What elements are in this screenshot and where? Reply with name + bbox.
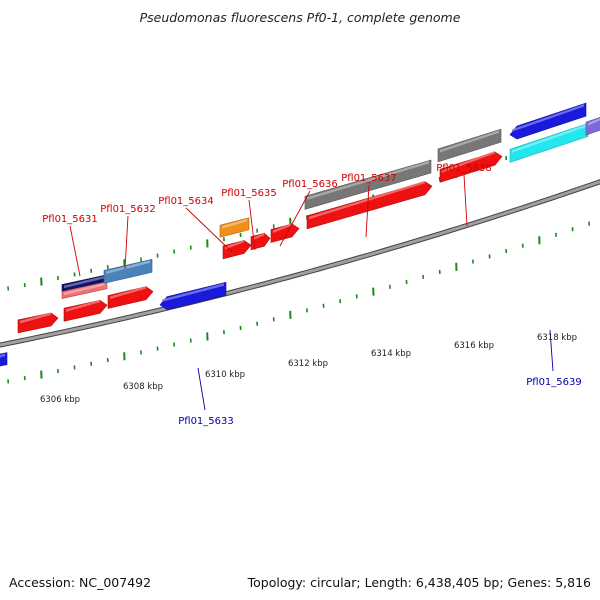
- feature-highlight: [512, 104, 584, 132]
- forward-gene-leader: [279, 190, 311, 247]
- forward-gene-label: Pfl01_5635: [221, 188, 277, 199]
- forward-gene-label: Pfl01_5631: [42, 214, 98, 225]
- feature-highlight: [225, 239, 244, 250]
- genome-backbone: [0, 179, 600, 348]
- feature-highlight: [309, 180, 425, 220]
- outer-tick-ring: [7, 128, 591, 291]
- forward-gene-leader: [365, 184, 370, 238]
- feature-body: [304, 159, 432, 210]
- feature-highlight: [588, 117, 600, 126]
- feature-forward-gene: [107, 286, 154, 309]
- feature-feature-cyan: [509, 122, 589, 163]
- feature-highlight: [253, 232, 265, 241]
- forward-gene-label: Pfl01_5634: [158, 196, 214, 207]
- feature-reverse-gene: [509, 102, 587, 140]
- feature-forward-gene: [270, 223, 300, 243]
- backbone-line: [0, 180, 600, 347]
- inner-tick-ring: [7, 221, 591, 384]
- feature-forward-gene: [250, 232, 271, 251]
- ruler-label: 6308 kbp: [123, 382, 163, 392]
- feature-highlight: [440, 130, 499, 153]
- feature-highlight: [442, 150, 495, 173]
- forward-gene-leader: [69, 225, 81, 277]
- feature-highlight: [64, 275, 105, 289]
- forward-gene-label: Pfl01_5636: [282, 179, 338, 190]
- ruler-label: 6316 kbp: [454, 341, 494, 351]
- feature-feature-gray: [437, 128, 502, 163]
- feature-feature-gray: [304, 159, 432, 210]
- feature-feature-lavender: [585, 116, 600, 136]
- ruler-labels: 6306 kbp 6308 kbp 6310 kbp 6312 kbp 6314 kbp…: [40, 333, 577, 405]
- feature-forward-gene: [17, 312, 59, 334]
- forward-gene-leader: [463, 174, 468, 227]
- feature-highlight: [20, 312, 51, 324]
- feature-forward-gene: [222, 239, 252, 260]
- feature-forward-gene: [306, 180, 433, 230]
- reverse-gene-leader: [197, 367, 206, 411]
- feature-highlight: [273, 223, 292, 233]
- feature-body: [437, 128, 502, 163]
- feature-feature-orange: [219, 217, 250, 238]
- feature-body: [509, 122, 589, 163]
- forward-gene-leader: [124, 215, 129, 270]
- feature-highlight: [110, 286, 146, 299]
- accession-text: Accession: NC_007492: [9, 575, 152, 590]
- map-title: Pseudomonas fluorescens Pf0-1, complete …: [139, 10, 461, 25]
- forward-gene-label: Pfl01_5637: [341, 173, 397, 184]
- genome-summary-text: Topology: circular; Length: 6,438,405 bp…: [247, 575, 591, 590]
- label-leader-lines: [69, 174, 554, 411]
- feature-highlight: [307, 161, 429, 200]
- reverse-gene-leader: [549, 329, 554, 372]
- feature-track: [0, 102, 600, 367]
- ruler-label: 6318 kbp: [537, 333, 577, 343]
- ruler-label: 6306 kbp: [40, 395, 80, 405]
- forward-gene-leader: [185, 207, 233, 253]
- feature-body: [63, 299, 108, 322]
- feature-highlight: [222, 218, 247, 229]
- feature-highlight: [64, 282, 105, 296]
- forward-gene-label: Pfl01_5638: [436, 163, 492, 174]
- feature-highlight: [0, 353, 5, 358]
- ruler-label: 6312 kbp: [288, 359, 328, 369]
- feature-body: [17, 312, 59, 334]
- feature-highlight: [66, 299, 100, 312]
- feature-highlight: [512, 124, 586, 153]
- feature-highlight: [162, 283, 224, 302]
- ruler-label: 6314 kbp: [371, 349, 411, 359]
- feature-reverse-gene: [0, 352, 8, 367]
- backbone-shadow: [0, 179, 600, 348]
- feature-highlight: [106, 260, 150, 274]
- feature-forward-gene: [439, 150, 503, 183]
- forward-gene-leader: [248, 199, 256, 251]
- feature-feature-steelblue: [103, 258, 153, 284]
- forward-gene-label: Pfl01_5632: [100, 204, 156, 215]
- ruler-label: 6310 kbp: [205, 370, 245, 380]
- feature-forward-gene: [63, 299, 108, 322]
- feature-reverse-gene: [159, 281, 227, 311]
- reverse-gene-label: Pfl01_5639: [526, 377, 582, 388]
- reverse-gene-label: Pfl01_5633: [178, 416, 234, 427]
- feature-feature-salmon: [61, 281, 108, 299]
- feature-body: [103, 258, 153, 284]
